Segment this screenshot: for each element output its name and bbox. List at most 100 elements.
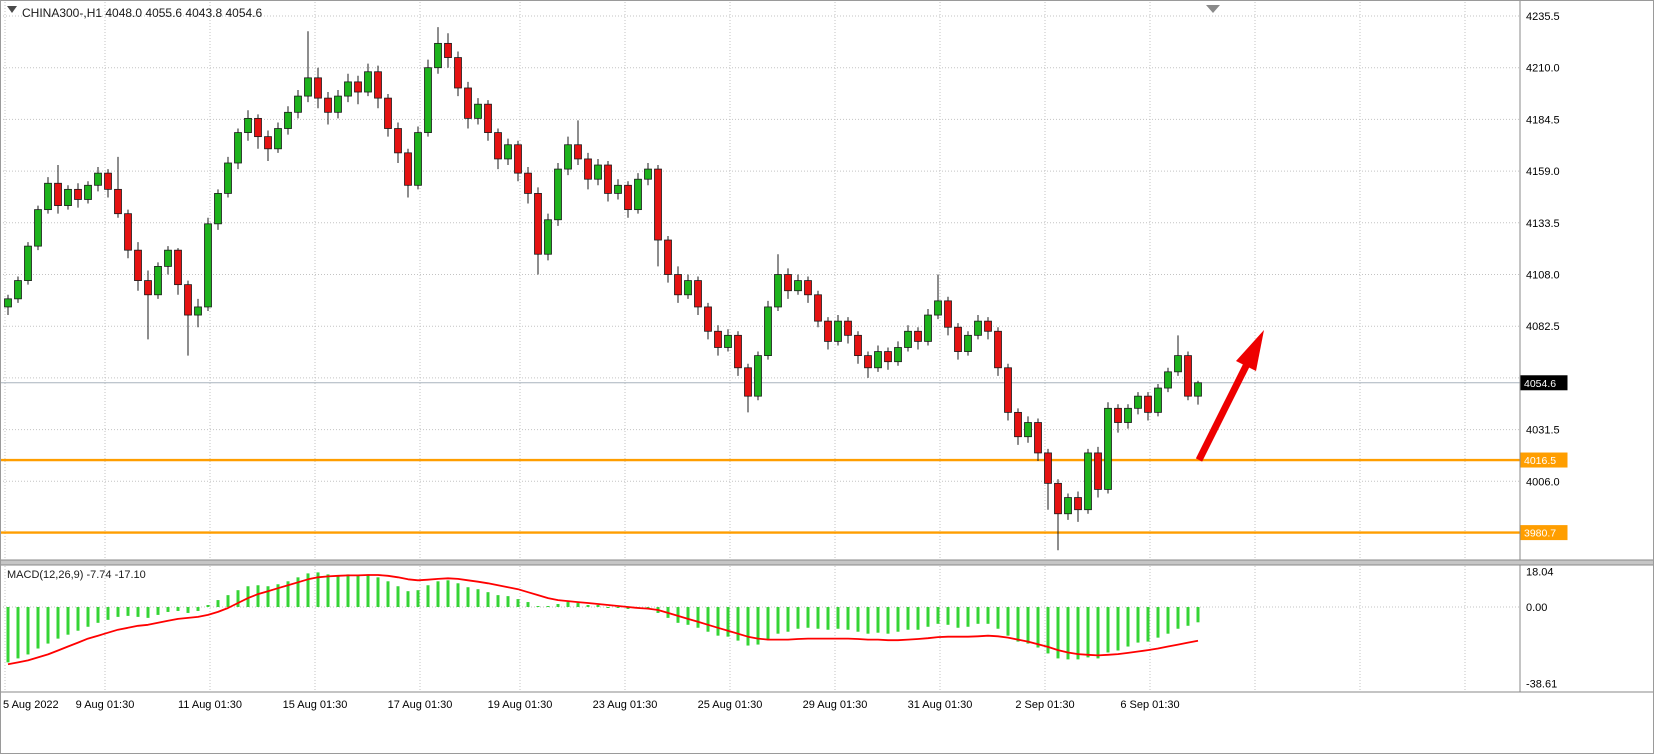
level-price-marker-text: 4016.5 — [1524, 455, 1556, 467]
price-axis-label: 4006.0 — [1526, 476, 1560, 488]
time-axis-label: 9 Aug 01:30 — [76, 699, 135, 711]
candle-bull — [44, 182, 52, 211]
macd-histogram-bar — [516, 599, 520, 607]
macd-histogram-bar — [376, 577, 380, 607]
candle-bear — [174, 249, 182, 286]
macd-histogram-bar — [416, 590, 420, 607]
macd-histogram-bar — [1066, 607, 1070, 660]
macd-histogram-bar — [626, 607, 630, 609]
macd-histogram-bar — [766, 607, 770, 640]
macd-histogram-bar — [246, 586, 250, 607]
macd-histogram-bar — [1006, 607, 1010, 636]
trend-arrow-shaft[interactable] — [1195, 362, 1251, 462]
macd-histogram-bar — [436, 581, 440, 607]
macd-histogram-bar — [686, 607, 690, 625]
candle-bull — [1164, 371, 1172, 389]
candle-bull — [794, 280, 802, 292]
trend-arrow-annotation[interactable] — [1195, 330, 1264, 462]
candle-bear — [384, 97, 392, 129]
candle-bull — [644, 168, 652, 180]
macd-histogram-bar — [206, 605, 210, 607]
macd-histogram-bar — [1126, 607, 1130, 647]
chart-shift-marker-icon[interactable] — [1206, 5, 1220, 13]
macd-histogram-bar — [1186, 607, 1190, 626]
macd-histogram-bar — [776, 607, 780, 634]
time-axis-label: 6 Sep 01:30 — [1120, 699, 1179, 711]
macd-histogram-bar — [1176, 607, 1180, 629]
macd-histogram-bar — [36, 607, 40, 649]
support-level-lines[interactable] — [0, 458, 1520, 534]
price-axis-label: 4082.5 — [1526, 321, 1560, 333]
candle-bull — [424, 67, 432, 133]
candle-bull — [414, 132, 422, 186]
candle-bear — [1094, 452, 1102, 490]
macd-histogram-bar — [836, 607, 840, 629]
candle-bull — [634, 178, 642, 211]
macd-histogram-bar — [1096, 607, 1100, 659]
price-axis-label: 4031.5 — [1526, 425, 1560, 437]
symbol-dropdown-icon[interactable] — [7, 6, 17, 13]
macd-histogram-bar — [546, 606, 550, 608]
macd-histogram-bar — [846, 607, 850, 630]
trend-arrow-head[interactable] — [1236, 330, 1264, 371]
candle-bear — [914, 330, 922, 342]
level-price-marker-text: 3980.7 — [1524, 528, 1556, 540]
macd-histogram-bar — [1146, 607, 1150, 642]
candle-bull — [974, 320, 982, 336]
macd-histogram-bar — [406, 591, 410, 607]
candle-bull — [1084, 452, 1092, 511]
price-axis-label: 4133.5 — [1526, 218, 1560, 230]
macd-histogram-bar — [306, 573, 310, 607]
candle-bear — [954, 326, 962, 352]
panel-splitter[interactable] — [0, 560, 1654, 565]
candle-bear — [674, 274, 682, 296]
macd-histogram-bar — [56, 607, 60, 639]
level-price-marker — [1520, 525, 1568, 541]
candle-bull — [964, 334, 972, 352]
candle-bull — [204, 223, 212, 308]
candle-bear — [184, 284, 192, 316]
candle-bear — [734, 334, 742, 369]
macd-histogram-bar — [986, 607, 990, 624]
candle-bull — [294, 95, 302, 113]
macd-histogram-bar — [726, 607, 730, 637]
macd-histogram-bar — [866, 607, 870, 634]
candle-bull — [504, 144, 512, 160]
candle-bear — [864, 355, 872, 369]
macd-histogram-bar — [716, 607, 720, 636]
macd-histogram-bar — [566, 602, 570, 607]
macd-histogram-bar — [916, 607, 920, 630]
candle-bull — [754, 355, 762, 397]
macd-histogram-bar — [646, 607, 650, 608]
macd-histogram-bar — [936, 607, 940, 624]
macd-label: MACD(12,26,9) -7.74 -17.10 — [7, 569, 146, 581]
candle-bear — [624, 184, 632, 211]
macd-histogram-bar — [6, 607, 10, 663]
candle-bull — [764, 306, 772, 357]
candle-bear — [494, 132, 502, 160]
time-axis-label: 23 Aug 01:30 — [593, 699, 658, 711]
candle-bear — [714, 330, 722, 348]
candle-bear — [454, 57, 462, 89]
current-price-marker-text: 4054.6 — [1524, 378, 1556, 390]
candle-bear — [484, 103, 492, 133]
macd-histogram-bar — [76, 607, 80, 631]
candle-bear — [264, 136, 272, 150]
macd-histogram-bar — [596, 605, 600, 607]
macd-axis-label: 0.00 — [1526, 602, 1547, 614]
candle-bear — [124, 213, 132, 251]
candle-bull — [474, 103, 482, 119]
macd-histogram-bar — [956, 607, 960, 628]
price-axis-label: 4235.5 — [1526, 11, 1560, 23]
candle-bull — [24, 245, 32, 281]
macd-histogram-bar — [126, 607, 130, 616]
candle-bull — [1064, 497, 1072, 515]
macd-histogram-bar — [486, 592, 490, 607]
macd-histogram-bar — [616, 607, 620, 608]
macd-histogram-bar — [976, 607, 980, 624]
candle-bull — [34, 209, 42, 247]
macd-histogram-bar — [816, 607, 820, 629]
candle-bear — [374, 71, 382, 99]
candle-bear — [844, 320, 852, 336]
